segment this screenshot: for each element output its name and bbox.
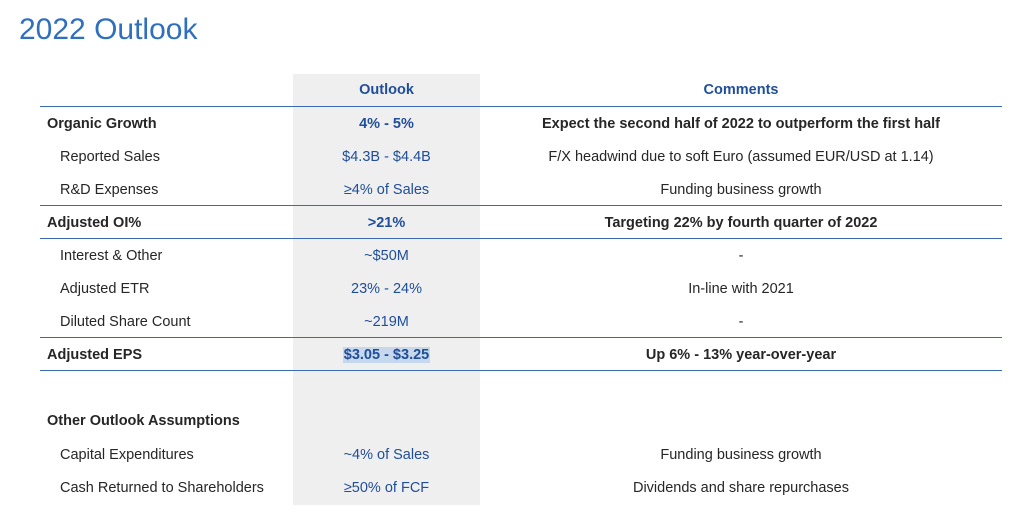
section-heading: Other Outlook Assumptions <box>47 413 240 429</box>
row-outlook: ≥50% of FCF <box>343 480 430 496</box>
page-title: 2022 Outlook <box>19 13 198 46</box>
table-row: Reported Sales $4.3B - $4.4B F/X headwin… <box>0 141 1024 174</box>
row-comment: Targeting 22% by fourth quarter of 2022 <box>604 215 878 231</box>
section-rule <box>40 337 1002 338</box>
row-label: Diluted Share Count <box>60 314 191 330</box>
row-comment: F/X headwind due to soft Euro (assumed E… <box>548 149 934 165</box>
row-label: Adjusted ETR <box>60 281 150 297</box>
table-row: Capital Expenditures ~4% of Sales Fundin… <box>0 439 1024 472</box>
row-outlook: ≥4% of Sales <box>343 182 430 198</box>
row-outlook: $3.05 - $3.25 <box>293 339 480 372</box>
table-row: Diluted Share Count ~219M - <box>0 306 1024 339</box>
row-comment: - <box>738 314 744 330</box>
table-row: Interest & Other ~$50M - <box>0 240 1024 273</box>
table-row: R&D Expenses ≥4% of Sales Funding busine… <box>0 174 1024 207</box>
row-comment: Expect the second half of 2022 to outper… <box>541 116 940 132</box>
comments-column-header: Comments <box>703 82 779 98</box>
section-rule <box>40 205 1002 206</box>
row-label: Cash Returned to Shareholders <box>60 480 264 496</box>
row-outlook: ~219M <box>364 314 409 330</box>
row-label: Adjusted EPS <box>47 347 143 363</box>
row-label: Interest & Other <box>60 248 163 264</box>
row-label: Organic Growth <box>47 116 157 132</box>
row-outlook: 23% - 24% <box>351 281 422 297</box>
section-rule <box>40 238 1002 239</box>
row-comment: - <box>738 248 744 264</box>
selected-text-highlight[interactable]: $3.05 - $3.25 <box>342 347 431 363</box>
row-label: Capital Expenditures <box>60 447 194 463</box>
table-row: Adjusted ETR 23% - 24% In-line with 2021 <box>0 273 1024 306</box>
row-label: R&D Expenses <box>60 182 159 198</box>
outlook-column-shading <box>293 74 480 505</box>
table-row: Organic Growth 4% - 5% Expect the second… <box>0 108 1024 141</box>
row-outlook: >21% <box>367 215 406 231</box>
table-row: Adjusted OI% >21% Targeting 22% by fourt… <box>0 207 1024 240</box>
row-label: Adjusted OI% <box>47 215 142 231</box>
table-row: Cash Returned to Shareholders ≥50% of FC… <box>0 472 1024 505</box>
section-heading-row: Other Outlook Assumptions <box>0 405 1024 438</box>
row-outlook: ~$50M <box>364 248 409 264</box>
table-row: Adjusted EPS $3.05 - $3.25 Up 6% - 13% y… <box>0 339 1024 372</box>
row-comment: Up 6% - 13% year-over-year <box>645 347 837 363</box>
row-outlook: $4.3B - $4.4B <box>342 149 431 165</box>
row-comment: In-line with 2021 <box>688 281 794 297</box>
header-rule <box>40 106 1002 107</box>
row-outlook: 4% - 5% <box>359 116 414 132</box>
row-comment: Funding business growth <box>660 447 822 463</box>
row-comment: Dividends and share repurchases <box>632 480 849 496</box>
row-comment: Funding business growth <box>660 182 822 198</box>
table-bottom-rule <box>40 370 1002 371</box>
outlook-column-header: Outlook <box>359 82 414 98</box>
row-label: Reported Sales <box>60 149 160 165</box>
row-outlook: ~4% of Sales <box>343 447 430 463</box>
